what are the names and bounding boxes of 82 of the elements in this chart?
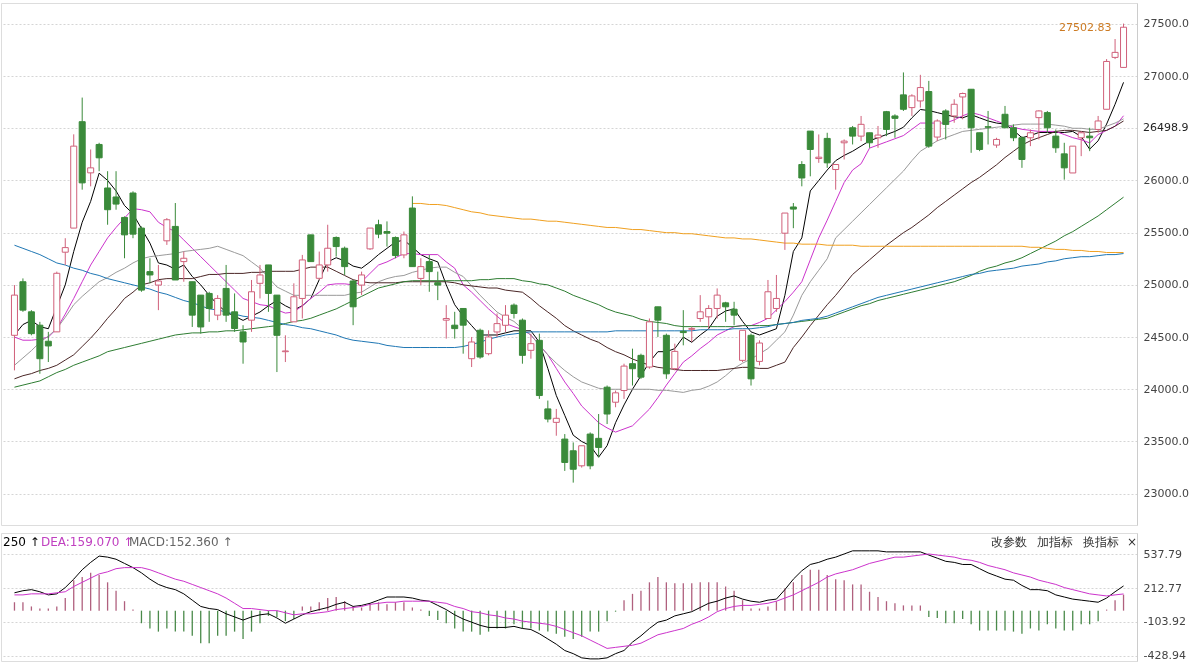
candlestick: [789, 202, 797, 229]
candlestick: [391, 235, 399, 259]
candlestick: [358, 271, 366, 296]
candlestick: [332, 235, 340, 258]
candlestick: [984, 110, 992, 145]
candlestick: [1086, 127, 1094, 152]
y-tick-label: 537.79: [1143, 547, 1182, 561]
candlestick: [781, 212, 789, 251]
candlestick: [485, 329, 493, 356]
candlestick: [578, 445, 586, 469]
y-tick-label: 24500.0: [1143, 330, 1189, 344]
candlestick: [959, 92, 967, 120]
candlestick: [180, 251, 188, 283]
candlestick: [1043, 110, 1051, 134]
candlestick: [679, 309, 687, 346]
candlestick: [849, 125, 857, 145]
candlestick: [552, 408, 560, 437]
candlestick: [874, 125, 882, 149]
annotation: 换指标: [1083, 535, 1119, 549]
annotation: 加指标: [1037, 535, 1073, 549]
y-tick-label: 23000.0: [1143, 487, 1189, 501]
y-tick-label: 26000.0: [1143, 173, 1189, 187]
candlestick: [798, 160, 806, 187]
candlestick: [95, 142, 103, 172]
candlestick: [933, 118, 941, 142]
candlestick: [1060, 142, 1068, 181]
candlestick: [425, 254, 433, 293]
candlestick: [1052, 128, 1060, 154]
candlestick: [671, 343, 679, 371]
candlestick: [832, 164, 840, 191]
candlestick: [417, 257, 425, 286]
candlestick: [654, 306, 662, 338]
candlestick: [730, 301, 738, 326]
candlestick: [569, 441, 577, 484]
candlestick: [561, 433, 569, 472]
candlestick: [942, 108, 950, 140]
candlestick: [527, 333, 535, 360]
y-tick-label: -428.94: [1143, 649, 1186, 663]
y-tick-label: 27000.0: [1143, 69, 1189, 83]
line-series: [411, 202, 1125, 254]
candlestick: [544, 400, 552, 423]
candlestick: [442, 304, 450, 340]
candlestick: [713, 287, 721, 319]
annotation: MACD:152.360 ↑: [129, 535, 233, 549]
annotation: 改参数: [991, 535, 1027, 549]
candlestick: [840, 138, 848, 160]
candlestick: [755, 339, 763, 366]
candlestick: [154, 264, 162, 311]
candlestick: [950, 98, 958, 124]
annotation: 250 ↑: [3, 535, 40, 549]
candlestick: [256, 264, 264, 299]
candlestick: [468, 336, 476, 368]
candlestick: [281, 334, 289, 363]
candlestick: [806, 130, 814, 177]
y-tick-label: 27500.0: [1143, 17, 1189, 31]
line-series: [13, 196, 1125, 388]
candlestick: [976, 132, 984, 152]
text: 26498.9: [1143, 121, 1189, 135]
y-tick-label: -103.92: [1143, 615, 1186, 629]
y-tick-label: 23500.0: [1143, 434, 1189, 448]
candlestick: [400, 231, 408, 259]
candlestick: [899, 71, 907, 112]
candlestick: [434, 271, 442, 301]
candlestick: [87, 148, 95, 187]
candlestick: [61, 237, 69, 266]
y-tick-label: 24000.0: [1143, 382, 1189, 396]
y-tick-label: 25500.0: [1143, 226, 1189, 240]
candlestick: [205, 291, 213, 323]
candlestick: [163, 217, 171, 246]
annotation: 27502.83: [1059, 20, 1112, 34]
y-tick-label: 212.77: [1143, 581, 1182, 595]
y-tick-label: 25000.0: [1143, 278, 1189, 292]
candlestick: [451, 311, 459, 340]
candlestick: [239, 324, 247, 365]
candlestick: [459, 307, 467, 355]
candlestick: [366, 227, 374, 251]
candlestick: [1035, 109, 1043, 140]
candlestick: [857, 115, 865, 142]
candlestick: [341, 246, 349, 276]
candlestick: [214, 294, 222, 321]
annotation: ×: [1127, 535, 1138, 549]
candlestick: [1077, 130, 1085, 157]
